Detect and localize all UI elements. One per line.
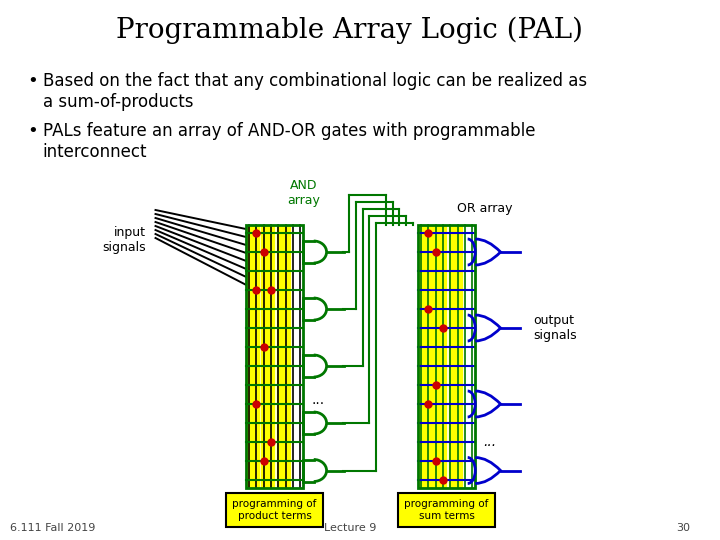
Text: 30: 30 — [676, 523, 690, 533]
Text: •: • — [27, 122, 38, 140]
Bar — [433, 226, 446, 487]
Text: output
signals: output signals — [534, 314, 577, 342]
Bar — [261, 226, 274, 487]
Bar — [247, 226, 259, 487]
Text: ...: ... — [483, 435, 496, 449]
Bar — [398, 493, 495, 527]
Text: programming of
sum terms: programming of sum terms — [405, 499, 489, 521]
Text: input
signals: input signals — [102, 226, 145, 254]
Text: PALs feature an array of AND-OR gates with programmable
interconnect: PALs feature an array of AND-OR gates wi… — [42, 122, 535, 161]
Text: 6.111 Fall 2019: 6.111 Fall 2019 — [9, 523, 95, 533]
Bar — [418, 225, 475, 488]
Text: Based on the fact that any combinational logic can be realized as
a sum-of-produ: Based on the fact that any combinational… — [42, 72, 587, 111]
Text: •: • — [27, 72, 38, 90]
Text: programming of
product terms: programming of product terms — [233, 499, 317, 521]
Text: ...: ... — [311, 393, 325, 407]
Text: Programmable Array Logic (PAL): Programmable Array Logic (PAL) — [117, 16, 583, 44]
Bar — [246, 225, 303, 488]
Text: Lecture 9: Lecture 9 — [324, 523, 376, 533]
Bar — [226, 493, 323, 527]
Text: OR array: OR array — [456, 202, 513, 215]
Text: AND
array: AND array — [287, 179, 320, 207]
Bar — [419, 226, 431, 487]
Bar — [449, 226, 462, 487]
Bar — [277, 226, 289, 487]
